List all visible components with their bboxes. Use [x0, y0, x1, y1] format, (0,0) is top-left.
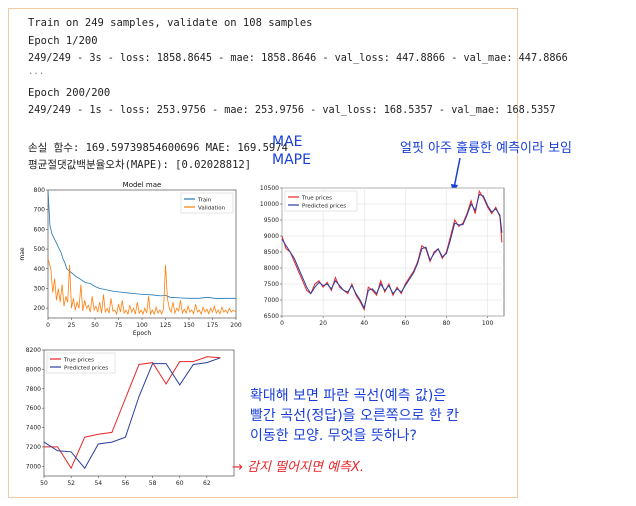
loss-result-text: 손실 함수: 169.59739854600696 MAE: 169.5974	[28, 142, 288, 154]
x-tick-label: 100	[136, 322, 148, 329]
x-tick-label: 25	[68, 322, 76, 329]
good-prediction-annotation: 얼핏 아주 훌륭한 예측이라 보임	[400, 141, 573, 156]
y-tick-label: 10500	[260, 185, 279, 192]
y-tick-label: 7600	[26, 405, 41, 412]
x-tick-label: 175	[207, 322, 219, 329]
y-tick-label: 8500	[264, 249, 279, 256]
legend-label: Predicted prices	[64, 366, 108, 372]
legend-box	[180, 192, 234, 214]
legend-box	[284, 190, 358, 212]
model-mae-chart: 0 25 50 75 100 125 150 175 200 200 300 400 500 600 700…	[20, 181, 242, 337]
log-line-epoch-first-metrics: 249/249 - 3s - loss: 1858.8645 - mae: 18…	[28, 53, 568, 64]
legend-label: Validation	[198, 206, 226, 212]
y-tick-label: 8000	[26, 366, 41, 373]
zoom-annotation-line3: 이동한 모양. 무엇을 뜻하나?	[250, 428, 417, 444]
series-line-train	[47, 189, 236, 300]
y-tick-label: 400	[34, 266, 46, 273]
x-tick-label: 40	[360, 320, 368, 327]
log-line-epoch-last: Epoch 200/200	[28, 87, 111, 99]
x-tick-label: 20	[319, 320, 327, 327]
x-tick-label: 125	[160, 322, 172, 329]
zoom-annotation-line1: 확대해 보면 파란 곡선(예측 값)은	[250, 388, 447, 404]
series-line-validation	[47, 258, 237, 316]
x-tick-label: 58	[149, 480, 157, 487]
y-tick-label: 800	[34, 187, 46, 194]
x-tick-label: 150	[183, 322, 195, 329]
x-tick-label: 60	[176, 480, 184, 487]
x-tick-label: 50	[91, 322, 99, 329]
y-tick-label: 7200	[26, 444, 41, 451]
log-line-ellipsis: ...	[28, 67, 45, 77]
y-tick-label: 7400	[26, 425, 41, 432]
legend-label: Predicted prices	[302, 204, 346, 210]
y-tick-label: 700	[34, 207, 46, 214]
legend-label: True prices	[63, 358, 94, 364]
x-tick-label: 56	[122, 480, 130, 487]
log-line-epoch-first: Epoch 1/200	[28, 35, 98, 47]
log-line-epoch-last-metrics: 249/249 - 1s - loss: 253.9756 - mae: 253…	[28, 105, 556, 116]
chart-title: Model mae	[123, 181, 162, 189]
y-tick-label: 9500	[264, 217, 279, 224]
legend-label: True prices	[301, 196, 332, 202]
x-tick-label: 52	[67, 480, 75, 487]
y-tick-label: 7500	[264, 281, 279, 288]
zoom-annotation-line2: 빨간 곡선(정답)을 오른쪽으로 한 칸	[250, 408, 460, 424]
handwritten-annotation: → 감지 떨어지면 예측X.	[232, 460, 365, 475]
y-tick-label: 7000	[264, 297, 279, 304]
prices-full-chart: 0 20 40 60 80 100 6500 7000 7500 8000 8500 9000 9500…	[260, 185, 505, 327]
x-tick-label: 0	[280, 320, 284, 327]
x-tick-label: 200	[230, 322, 242, 329]
series-line-true-prices	[44, 356, 221, 470]
log-line-train-info: Train on 249 samples, validate on 108 sa…	[28, 17, 313, 29]
x-tick-label: 80	[443, 320, 451, 327]
series-line-predicted-prices	[43, 357, 221, 470]
y-axis-label: mae	[20, 247, 26, 261]
x-tick-label: 100	[482, 320, 494, 327]
prices-zoom-chart: 50 52 54 56 58 60 62 7000 7200 7400 7600 7800 8000 82…	[26, 347, 235, 487]
x-tick-label: 54	[94, 480, 102, 487]
y-tick-label: 300	[34, 285, 46, 292]
series-line-predicted-prices	[281, 193, 503, 310]
y-tick-label: 8200	[26, 347, 41, 354]
legend-label: Train	[197, 198, 212, 204]
mape-annotation: MAPE	[272, 152, 311, 168]
x-axis-label: Epoch	[133, 330, 152, 337]
x-tick-label: 50	[40, 480, 48, 487]
x-tick-label: 60	[402, 320, 410, 327]
y-tick-label: 600	[34, 226, 46, 233]
mae-annotation: MAE	[272, 134, 303, 150]
y-tick-label: 500	[34, 246, 46, 253]
x-tick-label: 62	[203, 480, 211, 487]
y-tick-label: 8000	[264, 265, 279, 272]
legend-box	[46, 352, 116, 374]
y-tick-label: 9000	[264, 233, 279, 240]
y-tick-label: 10000	[260, 201, 279, 208]
y-tick-label: 6500	[264, 313, 279, 320]
y-tick-label: 200	[34, 305, 46, 312]
y-tick-label: 7800	[26, 386, 41, 393]
x-tick-label: 75	[115, 322, 123, 329]
mape-result-text: 평균절댓값백분율오차(MAPE): [0.02028812]	[28, 159, 252, 171]
series-line-true-prices	[281, 189, 503, 312]
x-tick-label: 0	[46, 322, 50, 329]
y-tick-label: 7000	[26, 463, 41, 470]
